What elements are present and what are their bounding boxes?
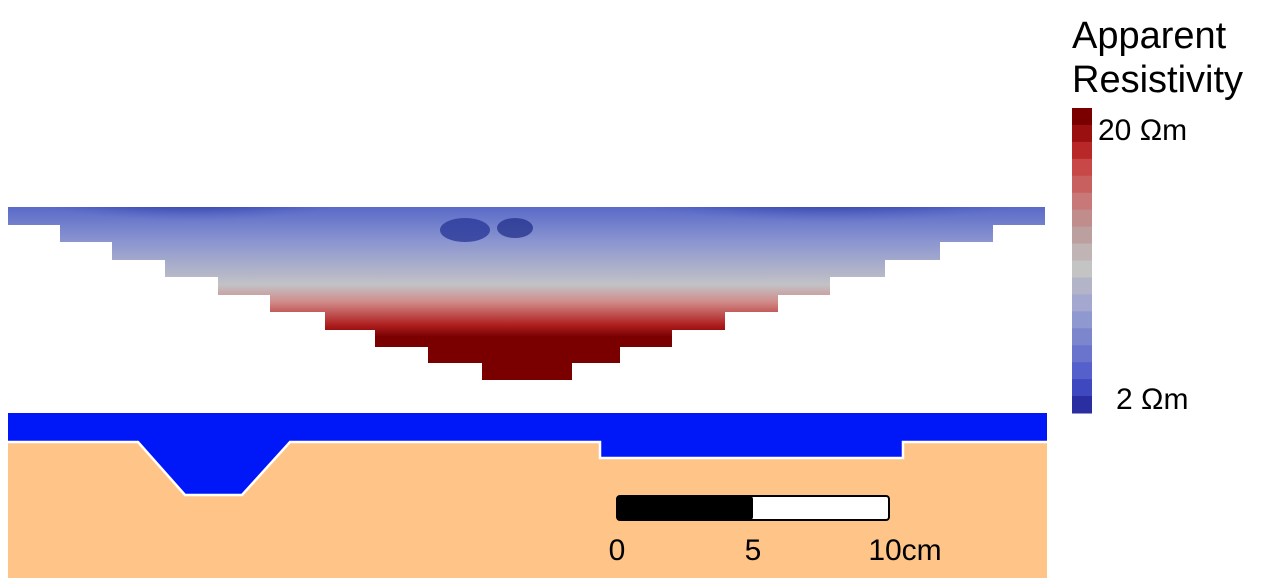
scale-bar [617,496,889,520]
colorbar-swatch [1072,362,1092,379]
colorbar-swatch [1072,396,1092,413]
colorbar-swatch [1072,277,1092,294]
colorbar-swatch [1072,345,1092,362]
pseudosection [0,132,1130,380]
colorbar-swatch [1072,108,1092,125]
colorbar-swatch [1072,244,1092,261]
scale-label: 0 [609,534,626,567]
colorbar-swatch [1072,261,1092,278]
colorbar-swatch [1072,328,1092,345]
colorbar-swatch [1072,159,1092,176]
colorbar-swatch [1072,193,1092,210]
colorbar [1072,108,1092,414]
colorbar-swatch [1072,311,1092,328]
colorbar-swatch [1072,210,1092,227]
colorbar-swatch [1072,227,1092,244]
legend-title: Apparent [1072,15,1227,57]
scale-label: 5 [745,534,762,567]
scale-label: 10cm [868,534,941,567]
legend-title: Resistivity [1072,59,1243,101]
colorbar-swatch [1072,176,1092,193]
colorbar-swatch [1072,379,1092,396]
colorbar-swatch [1072,125,1092,142]
figure: Apparent Resistivity 20 Ωm 2 Ωm 0 5 10cm [0,0,1280,582]
legend-max-label: 20 Ωm [1098,114,1187,147]
legend-min-label: 2 Ωm [1116,383,1188,416]
colorbar-swatch [1072,294,1092,311]
colorbar-swatch [1072,142,1092,159]
